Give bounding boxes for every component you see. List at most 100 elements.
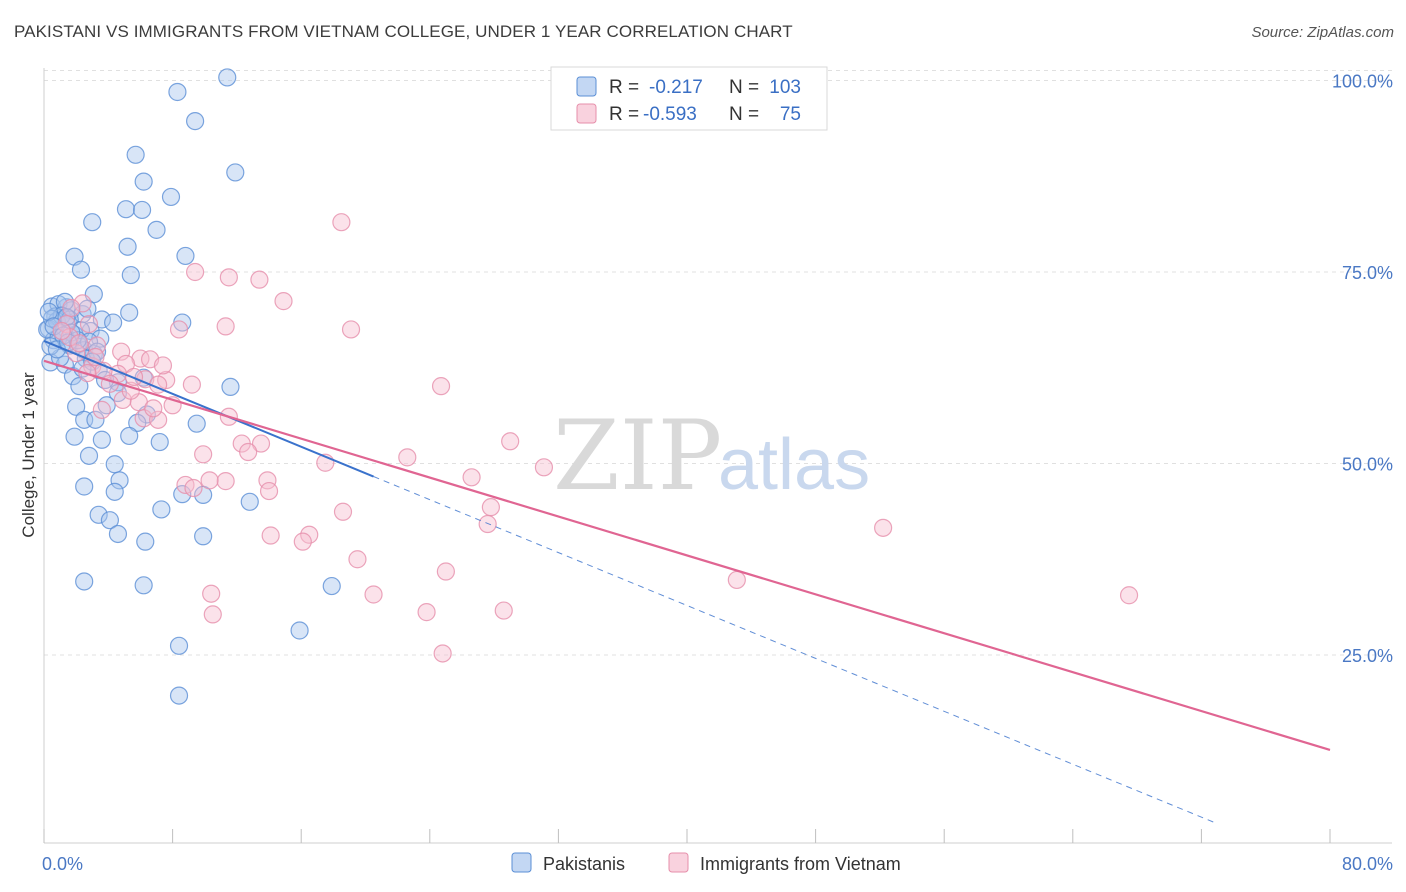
axes (43, 68, 1392, 844)
vietnam-point-31 (134, 409, 153, 428)
legend-swatch-vietnam (576, 103, 597, 124)
pakistanis-point-5 (226, 163, 245, 182)
bottom-legend-swatch-pakistanis (511, 852, 532, 873)
pakistanis-point-7 (116, 200, 136, 219)
vietnam-point-57 (727, 570, 746, 590)
pakistanis-point-76 (169, 636, 189, 655)
vietnam-point-13 (87, 336, 107, 355)
pakistanis-point-55 (92, 430, 111, 449)
pakistanis-point-70 (136, 532, 155, 551)
vietnam-point-48 (481, 498, 500, 517)
vietnam-point-0 (332, 213, 351, 232)
vietnam-point-25 (431, 377, 451, 396)
vietnam-trend-line (43, 359, 1331, 752)
pakistanis-point-72 (75, 572, 94, 591)
legend-r-label-2: R = (609, 104, 639, 125)
stats-legend: R = -0.217 N = 103 R = -0.593 N = 75 (550, 66, 828, 131)
vietnam-point-54 (293, 532, 312, 551)
pakistanis-point-68 (100, 511, 120, 530)
vietnam-point-58 (364, 585, 383, 604)
legend-swatch-pakistanis (576, 76, 597, 97)
pakistanis-point-9 (83, 213, 102, 232)
vietnam-point-44 (200, 471, 219, 490)
y-tick-label-3: 100.0% (1332, 72, 1393, 92)
pakistanis-point-47 (67, 397, 86, 416)
vietnam-point-67 (70, 334, 89, 353)
pakistanis-point-66 (152, 500, 171, 519)
vietnam-point-35 (239, 442, 258, 462)
pakistanis-point-15 (121, 265, 140, 285)
vietnam-point-60 (1119, 586, 1139, 605)
y-tick-label-2: 75.0% (1342, 263, 1393, 283)
vietnam-point-38 (398, 448, 417, 467)
vietnam-point-55 (348, 550, 367, 569)
vietnam-point-36 (501, 432, 520, 451)
pakistanis-point-58 (79, 446, 99, 465)
pakistanis-point-51 (86, 410, 105, 429)
pakistanis-point-0 (218, 68, 237, 87)
legend-r-value-2: -0.593 (643, 104, 697, 125)
pakistanis-point-14 (71, 260, 91, 279)
vietnam-point-46 (184, 478, 203, 498)
vietnam-point-4 (274, 292, 293, 311)
vietnam-point-5 (73, 294, 92, 313)
legend-n-value-1: 103 (769, 77, 801, 98)
stats-legend-box (550, 66, 828, 131)
pakistanis-point-57 (150, 432, 169, 452)
watermark: ZIP atlas (553, 400, 870, 512)
vietnam-point-32 (149, 410, 168, 429)
pakistanis-point-62 (105, 482, 124, 501)
vietnam-point-24 (182, 375, 201, 394)
vietnam-point-29 (92, 400, 111, 419)
vietnam-point-40 (534, 458, 554, 477)
vietnam-point-53 (300, 525, 319, 544)
vietnam-point-61 (417, 603, 436, 622)
pakistanis-point-54 (65, 427, 84, 446)
source-label: Source: ZipAtlas.com (1251, 24, 1394, 41)
pakistanis-point-53 (187, 414, 206, 433)
x-tick-label-1: 80.0% (1342, 854, 1393, 874)
pakistanis-point-1 (168, 82, 187, 102)
series-legend: Pakistanis Immigrants from Vietnam (511, 852, 901, 874)
vietnam-point-52 (261, 526, 280, 545)
vietnam-point-1 (186, 262, 205, 282)
vietnam-point-47 (259, 481, 279, 501)
pakistanis-point-89 (39, 302, 58, 321)
trend-lines (43, 340, 1331, 825)
pakistanis-point-65 (240, 492, 259, 511)
vietnam-point-42 (216, 472, 235, 491)
legend-n-value-2: 75 (780, 104, 801, 125)
vietnam-point-69 (52, 321, 71, 341)
pakistanis-point-4 (134, 172, 153, 191)
pakistanis-point-3 (126, 145, 145, 164)
pakistanis-point-12 (176, 246, 195, 266)
legend-n-label-2: N = (729, 104, 759, 125)
pakistanis-point-2 (186, 111, 205, 131)
grid-lines (44, 70, 1392, 656)
bottom-legend-swatch-vietnam (668, 852, 689, 873)
pakistanis-point-43 (70, 377, 89, 396)
y-tick-label-0: 25.0% (1342, 646, 1393, 666)
vietnam-point-37 (194, 445, 213, 464)
pakistanis-point-23 (120, 303, 139, 322)
series-vietnam-points (52, 213, 1139, 663)
vietnam-point-63 (494, 601, 513, 620)
pakistanis-trend-extension (373, 476, 1218, 825)
pakistanis-point-45 (221, 377, 240, 396)
pakistanis-point-30 (104, 313, 123, 332)
pakistanis-point-56 (120, 426, 139, 446)
chart-title: PAKISTANI VS IMMIGRANTS FROM VIETNAM COL… (14, 22, 793, 41)
vietnam-point-56 (436, 562, 455, 581)
vietnam-point-43 (462, 468, 481, 487)
x-tick-label-0: 0.0% (42, 854, 83, 874)
legend-r-label-1: R = (609, 77, 639, 98)
vietnam-point-10 (169, 320, 189, 339)
pakistanis-point-67 (89, 505, 108, 524)
watermark-atlas: atlas (718, 425, 870, 505)
pakistanis-point-75 (290, 621, 309, 640)
pakistanis-point-73 (134, 576, 153, 595)
watermark-zip: ZIP (553, 400, 722, 512)
pakistanis-point-77 (169, 686, 189, 705)
pakistanis-point-71 (194, 527, 213, 546)
